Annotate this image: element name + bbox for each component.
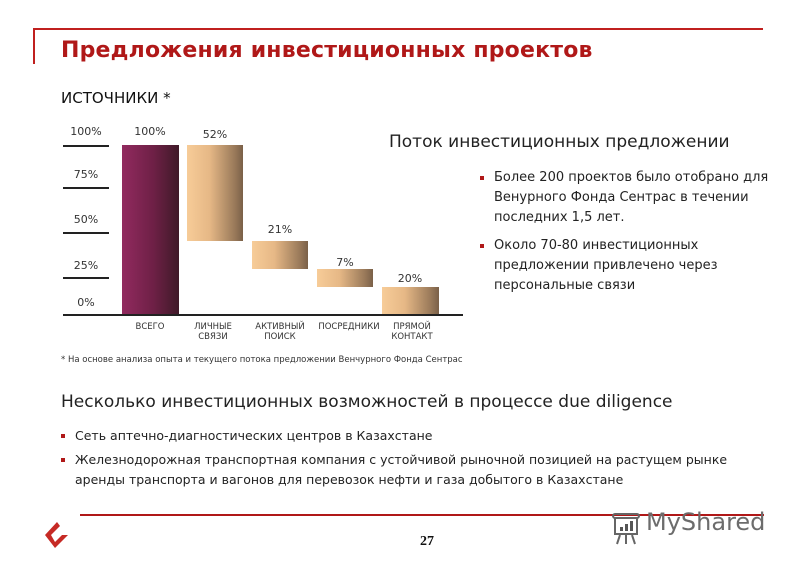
list-item: Сеть аптечно-диагностических центров в К… xyxy=(61,426,761,446)
chart-footnote: * На основе анализа опыта и текущего пот… xyxy=(61,355,463,365)
bullet-text: Более 200 проектов было отобрано для Вен… xyxy=(494,170,769,225)
page-number: 27 xyxy=(420,534,434,549)
x-axis-baseline xyxy=(63,314,463,316)
y-tick-100: 100% xyxy=(70,125,102,138)
square-bullet-icon xyxy=(480,176,484,180)
due-diligence-heading: Несколько инвестиционных возможностей в … xyxy=(61,392,673,412)
chart-title: ИСТОЧНИКИ * xyxy=(61,89,171,107)
bar-value-label: 20% xyxy=(397,272,423,285)
square-bullet-icon xyxy=(480,244,484,248)
x-category-line1: АКТИВНЫЙ xyxy=(255,322,305,332)
x-category-line2: КОНТАКТ xyxy=(391,332,433,342)
x-category-line2: ПОИСК xyxy=(264,332,296,342)
bar-direct-contact xyxy=(382,287,439,314)
presentation-board-icon xyxy=(612,513,640,545)
square-bullet-icon xyxy=(61,434,65,438)
watermark-text: MyShared xyxy=(646,508,766,536)
y-tick-25: 25% xyxy=(73,259,99,272)
x-category-label: АКТИВНЫЙ ПОИСК xyxy=(244,322,316,342)
list-item: Железнодорожная транспортная компания с … xyxy=(61,450,761,490)
y-tick-50: 50% xyxy=(73,213,99,226)
bar-value-label: 7% xyxy=(336,256,354,269)
x-category-label: ПОСРЕДНИКИ xyxy=(313,322,385,332)
bar-value-label: 52% xyxy=(202,128,228,141)
bar-value-label: 21% xyxy=(267,223,293,236)
title-frame-left-rule xyxy=(33,28,35,64)
x-category-label: ВСЕГО xyxy=(114,322,186,332)
x-category-line1: ЛИЧНЫЕ xyxy=(194,322,232,332)
x-category-label: ЛИЧНЫЕ СВЯЗИ xyxy=(177,322,249,342)
list-item: Около 70-80 инвестиционных предложении п… xyxy=(480,236,780,296)
y-tick-line-50 xyxy=(63,232,109,234)
x-category-line1: ПОСРЕДНИКИ xyxy=(318,322,380,332)
square-bullet-icon xyxy=(61,458,65,462)
bullet-text: Около 70-80 инвестиционных предложении п… xyxy=(494,238,718,293)
x-category-line2: СВЯЗИ xyxy=(198,332,228,342)
y-tick-line-25 xyxy=(63,277,109,279)
investment-flow-bullets: Более 200 проектов было отобрано для Вен… xyxy=(480,168,780,304)
y-tick-75: 75% xyxy=(73,168,99,181)
bar-active-search xyxy=(252,241,308,269)
y-tick-line-75 xyxy=(63,187,109,189)
bar-intermediaries xyxy=(317,269,373,287)
bar-total xyxy=(122,145,179,314)
bullet-text: Железнодорожная транспортная компания с … xyxy=(75,452,728,487)
bar-value-label: 100% xyxy=(134,125,166,138)
title-frame-top-rule xyxy=(33,28,763,30)
y-tick-0: 0% xyxy=(77,296,95,309)
bar-personal-connections xyxy=(187,145,243,241)
footer-rule xyxy=(80,514,764,516)
x-category-label: ПРЯМОЙ КОНТАКТ xyxy=(376,322,448,342)
investment-flow-heading: Поток инвестиционных предложении xyxy=(389,132,730,152)
list-item: Более 200 проектов было отобрано для Вен… xyxy=(480,168,780,228)
page-title: Предложения инвестиционных проектов xyxy=(61,38,593,63)
y-tick-line-100 xyxy=(63,145,109,147)
bullet-text: Сеть аптечно-диагностических центров в К… xyxy=(75,428,433,443)
due-diligence-bullets: Сеть аптечно-диагностических центров в К… xyxy=(61,426,761,490)
x-category-line1: ПРЯМОЙ xyxy=(393,322,431,332)
x-category-line1: ВСЕГО xyxy=(135,322,165,332)
company-logo-icon xyxy=(45,522,68,548)
